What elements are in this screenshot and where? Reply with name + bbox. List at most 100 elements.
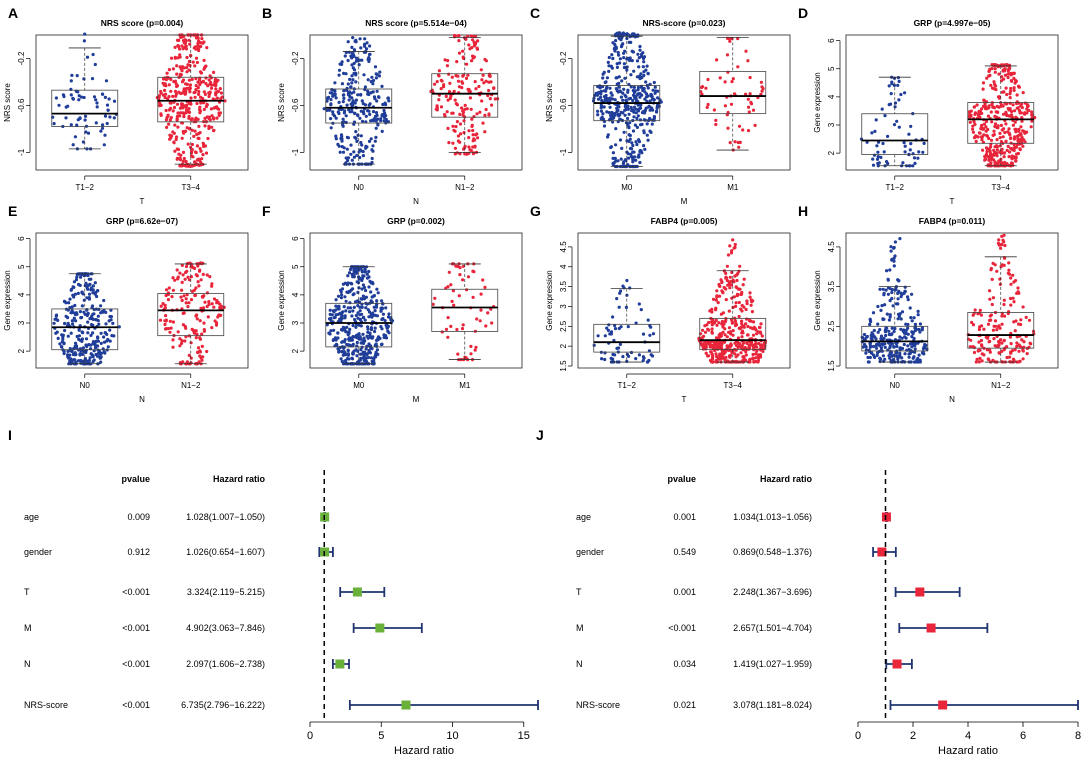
data-point xyxy=(158,318,163,322)
data-point xyxy=(439,87,443,91)
data-point xyxy=(756,330,760,334)
data-point xyxy=(993,122,998,126)
y-axis-title: Gene expression xyxy=(813,72,822,132)
data-point xyxy=(187,59,191,64)
x-axis-title: T xyxy=(682,395,687,404)
data-point xyxy=(92,95,97,99)
data-point xyxy=(201,79,205,83)
data-point xyxy=(206,84,210,88)
data-point xyxy=(367,350,371,354)
data-point xyxy=(1012,76,1016,80)
data-point xyxy=(64,116,68,120)
data-point xyxy=(333,315,337,319)
data-point xyxy=(896,302,900,306)
data-point xyxy=(193,64,197,68)
data-point xyxy=(1003,69,1007,73)
data-point xyxy=(734,323,739,327)
data-point xyxy=(449,324,453,328)
data-point xyxy=(731,238,735,242)
pvalue-header: pvalue xyxy=(121,474,150,484)
data-point xyxy=(991,328,996,332)
data-point xyxy=(892,245,896,250)
data-point xyxy=(747,105,751,109)
data-point xyxy=(622,56,626,60)
data-point xyxy=(187,110,191,114)
data-point xyxy=(864,351,868,355)
plot-frame xyxy=(577,34,791,171)
data-point xyxy=(201,272,205,276)
data-point xyxy=(58,342,62,346)
data-point xyxy=(361,294,365,298)
data-point xyxy=(54,96,59,100)
data-point xyxy=(69,93,73,97)
data-point xyxy=(994,88,998,92)
data-point xyxy=(644,95,649,99)
data-point xyxy=(204,81,208,86)
data-point xyxy=(874,118,878,122)
data-point xyxy=(52,321,56,325)
data-point xyxy=(720,322,724,326)
data-point xyxy=(884,333,888,338)
data-point xyxy=(1006,75,1010,80)
data-point xyxy=(613,98,617,102)
data-point xyxy=(69,331,73,335)
data-point xyxy=(465,107,469,111)
data-point xyxy=(1000,234,1004,238)
data-point xyxy=(634,97,638,101)
data-point xyxy=(1006,69,1010,73)
data-point xyxy=(972,136,977,140)
x-tick-label: M1 xyxy=(459,381,471,390)
data-point xyxy=(635,34,639,38)
data-point xyxy=(198,70,203,74)
data-point xyxy=(387,99,391,103)
data-point xyxy=(720,319,725,324)
data-point xyxy=(710,307,714,311)
data-point xyxy=(85,55,90,59)
data-point xyxy=(52,122,56,126)
data-point xyxy=(878,287,882,291)
data-point xyxy=(180,288,184,292)
data-point xyxy=(354,130,358,134)
data-point xyxy=(103,95,107,99)
data-point xyxy=(480,78,484,82)
data-point xyxy=(484,324,488,328)
data-point xyxy=(622,32,627,36)
data-point xyxy=(70,287,74,291)
y-axis-title: Gene expression xyxy=(277,270,286,330)
hazard-ratio-cell: 3.324(2.119−5.215) xyxy=(187,587,265,597)
data-point xyxy=(874,343,878,348)
data-point xyxy=(186,261,190,266)
data-point xyxy=(336,331,340,335)
data-point xyxy=(356,316,360,320)
data-point xyxy=(645,64,649,68)
data-point xyxy=(199,356,203,360)
data-point xyxy=(107,319,111,323)
data-point xyxy=(1002,155,1006,159)
data-point xyxy=(629,73,633,77)
data-point xyxy=(615,76,619,80)
data-point xyxy=(1010,349,1015,353)
data-point xyxy=(91,291,95,295)
data-point xyxy=(187,301,191,305)
data-point xyxy=(618,57,623,61)
data-point xyxy=(892,123,897,127)
data-point xyxy=(64,314,68,318)
data-point xyxy=(207,126,211,131)
data-point xyxy=(91,317,95,321)
data-point xyxy=(97,322,101,326)
data-point xyxy=(995,328,999,332)
data-point xyxy=(1013,329,1017,333)
data-point xyxy=(175,72,179,76)
data-point xyxy=(715,289,719,293)
data-point xyxy=(190,142,194,147)
data-point xyxy=(635,59,640,63)
data-point xyxy=(364,347,368,351)
data-point xyxy=(459,132,463,136)
data-point xyxy=(185,86,189,90)
data-point xyxy=(164,293,168,298)
data-point xyxy=(206,136,210,141)
data-point xyxy=(1011,123,1016,127)
plot-frame xyxy=(577,232,791,369)
data-point xyxy=(725,53,730,57)
